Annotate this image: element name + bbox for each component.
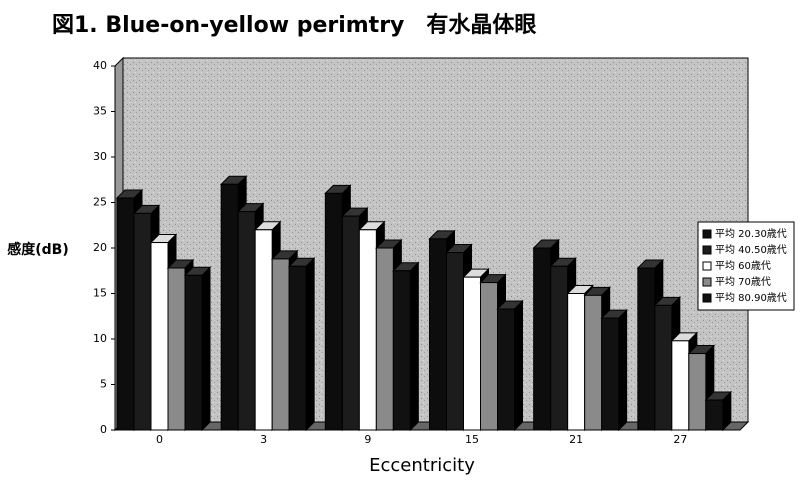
bar bbox=[601, 317, 620, 431]
bar-side bbox=[618, 308, 628, 432]
legend-label: 平均 70歳代 bbox=[715, 276, 771, 288]
bar bbox=[358, 229, 377, 431]
y-tick-label: 15 bbox=[93, 287, 107, 300]
bar bbox=[133, 212, 152, 431]
bar bbox=[671, 340, 690, 431]
bar bbox=[480, 282, 498, 431]
x-tick-label: 27 bbox=[673, 433, 687, 446]
bar-side bbox=[409, 261, 419, 432]
bar bbox=[288, 265, 307, 431]
bar bbox=[341, 215, 360, 431]
chart-title: 図1. Blue-on-yellow perimtry 有水晶体眼 bbox=[52, 12, 536, 38]
bar bbox=[116, 197, 135, 431]
legend-swatch bbox=[702, 245, 712, 255]
bar bbox=[150, 242, 169, 431]
bar bbox=[688, 353, 707, 431]
bar bbox=[497, 308, 515, 431]
legend-swatch bbox=[702, 277, 712, 287]
y-tick-label: 40 bbox=[93, 59, 107, 72]
bar bbox=[446, 252, 464, 431]
bar bbox=[584, 294, 603, 431]
bar bbox=[637, 267, 656, 431]
bar bbox=[429, 238, 447, 431]
bar bbox=[550, 265, 569, 431]
bar bbox=[375, 247, 394, 431]
legend-swatch bbox=[702, 229, 712, 239]
y-tick-label: 5 bbox=[100, 378, 107, 391]
y-axis-title: 感度(dB) bbox=[7, 241, 69, 258]
legend-box bbox=[697, 221, 795, 311]
legend-label: 平均 80.90歳代 bbox=[715, 292, 787, 304]
x-tick-label: 21 bbox=[569, 433, 583, 446]
bar bbox=[533, 247, 552, 431]
y-tick-label: 25 bbox=[93, 196, 107, 209]
bar bbox=[392, 270, 411, 431]
y-tick-label: 20 bbox=[93, 241, 107, 254]
bar-side bbox=[514, 299, 523, 432]
bar bbox=[654, 304, 673, 431]
x-tick-label: 0 bbox=[156, 433, 163, 446]
bar bbox=[567, 293, 586, 431]
legend-label: 平均 20.30歳代 bbox=[715, 228, 787, 240]
legend-swatch bbox=[702, 261, 712, 271]
bar bbox=[184, 274, 203, 431]
x-axis-title: Eccentricity bbox=[369, 455, 475, 476]
bar bbox=[705, 399, 724, 431]
x-tick-label: 9 bbox=[364, 433, 371, 446]
y-tick-label: 10 bbox=[93, 332, 107, 345]
y-tick-label: 35 bbox=[93, 105, 107, 118]
x-tick-label: 15 bbox=[465, 433, 479, 446]
bar bbox=[237, 211, 256, 431]
y-tick-label: 30 bbox=[93, 150, 107, 163]
legend-label: 平均 60歳代 bbox=[715, 260, 771, 272]
bar bbox=[220, 183, 239, 431]
bar-side bbox=[305, 256, 315, 432]
legend-label: 平均 40.50歳代 bbox=[715, 244, 787, 256]
bar bbox=[463, 276, 481, 431]
x-tick-label: 3 bbox=[260, 433, 267, 446]
legend-swatch bbox=[702, 293, 712, 303]
bar bbox=[324, 192, 343, 431]
y-tick-label: 0 bbox=[100, 423, 107, 436]
bar bbox=[254, 229, 273, 431]
bar bbox=[271, 258, 290, 431]
bar bbox=[167, 267, 186, 431]
bar-side bbox=[201, 266, 211, 432]
